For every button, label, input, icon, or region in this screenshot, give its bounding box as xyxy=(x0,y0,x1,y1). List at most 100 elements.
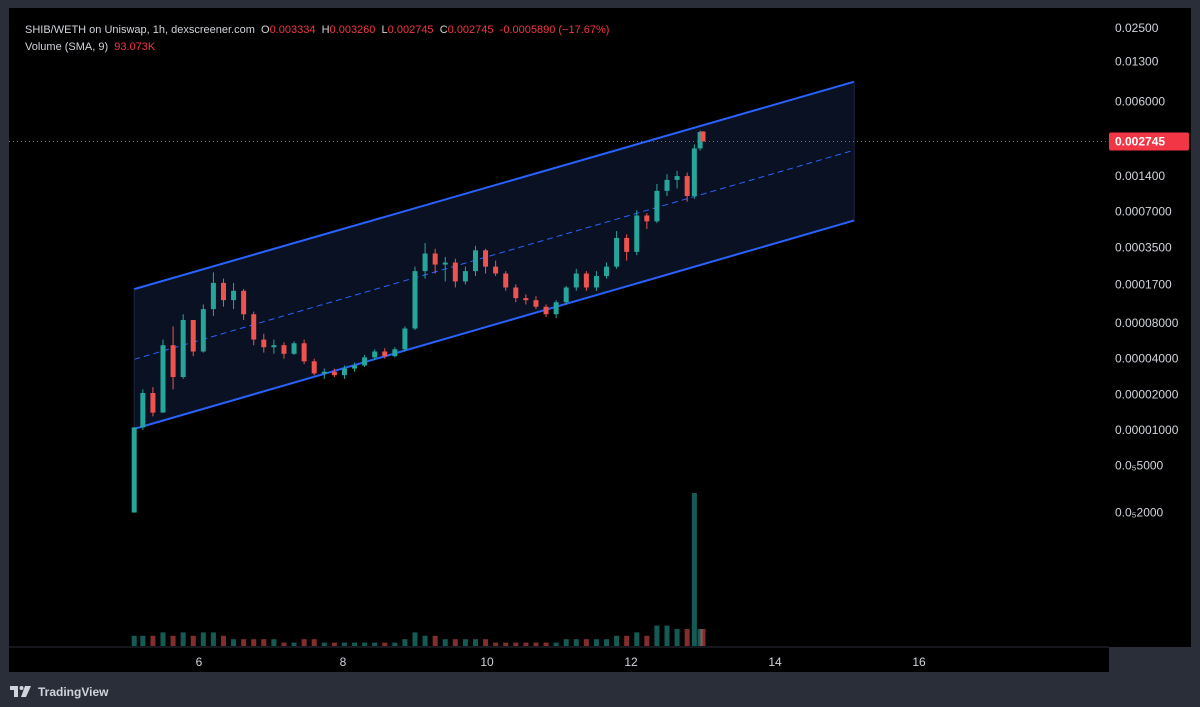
volume-bar xyxy=(352,642,358,646)
candle[interactable] xyxy=(442,256,448,282)
candle-body xyxy=(654,190,660,222)
candle[interactable] xyxy=(341,365,347,379)
candle[interactable] xyxy=(700,131,706,142)
candle[interactable] xyxy=(261,333,267,353)
volume-bar xyxy=(190,635,196,646)
candle-body xyxy=(311,361,317,374)
candle-body xyxy=(281,345,287,354)
candle[interactable] xyxy=(493,260,499,277)
candle[interactable] xyxy=(593,271,599,291)
candle-body xyxy=(352,365,358,369)
volume-bar xyxy=(644,635,650,646)
volume-bar xyxy=(382,642,388,646)
candle[interactable] xyxy=(634,210,640,256)
candle-body xyxy=(553,302,559,315)
price-chart[interactable]: 6 8 10 12 14 16 xyxy=(9,8,1109,672)
candle[interactable] xyxy=(513,284,519,303)
candle[interactable] xyxy=(462,266,468,285)
tradingview-branding[interactable]: TradingView xyxy=(10,684,108,700)
candle-body xyxy=(523,298,529,301)
candle[interactable] xyxy=(472,245,478,277)
candle[interactable] xyxy=(150,387,156,417)
volume-bar xyxy=(131,635,137,646)
chart-panel[interactable]: 6 8 10 12 14 16 SHIB/WETH on Uniswap, 1h, dex… xyxy=(9,8,1109,672)
price-tick-label: 0.0₅5000 xyxy=(1115,458,1164,472)
candle[interactable] xyxy=(382,348,388,359)
candle[interactable] xyxy=(160,339,166,413)
candle-body xyxy=(190,319,196,352)
price-axis-scale[interactable]: 0.11000.050000.025000.013000.0060000.001… xyxy=(1109,8,1191,647)
candle[interactable] xyxy=(362,354,368,368)
candle[interactable] xyxy=(281,342,287,359)
candle[interactable] xyxy=(503,271,509,291)
candle[interactable] xyxy=(422,243,428,279)
candle-body xyxy=(170,345,176,378)
candle[interactable] xyxy=(170,326,176,390)
candle[interactable] xyxy=(563,285,569,305)
candle[interactable] xyxy=(291,341,297,355)
last-price-badge[interactable]: 0.002745 xyxy=(1109,132,1189,151)
candle[interactable] xyxy=(231,282,237,310)
candle[interactable] xyxy=(412,266,418,330)
candle-body xyxy=(251,314,257,340)
volume-bar xyxy=(220,635,226,646)
candle[interactable] xyxy=(210,272,216,316)
candle[interactable] xyxy=(644,213,650,229)
candle[interactable] xyxy=(321,368,327,379)
candle[interactable] xyxy=(271,339,277,354)
candle[interactable] xyxy=(352,362,358,372)
candle[interactable] xyxy=(664,174,670,196)
candle[interactable] xyxy=(301,339,307,365)
candle[interactable] xyxy=(220,278,226,307)
price-tick-label: 0.0001700 xyxy=(1115,277,1172,291)
candle[interactable] xyxy=(674,170,680,189)
volume-bar xyxy=(372,642,378,646)
volume-bar xyxy=(432,635,438,646)
candle-body xyxy=(472,250,478,272)
candle[interactable] xyxy=(654,183,660,224)
price-tick-label: 0.0₅2000 xyxy=(1115,506,1164,520)
candle[interactable] xyxy=(311,358,317,376)
candle[interactable] xyxy=(140,389,146,430)
candle-body xyxy=(583,273,589,288)
volume-bar xyxy=(241,639,247,646)
candle[interactable] xyxy=(691,144,697,199)
candle[interactable] xyxy=(604,262,610,279)
change-value: -0.0005890 (−17.67%) xyxy=(499,24,610,36)
candle-body xyxy=(231,290,237,301)
candle[interactable] xyxy=(251,311,257,346)
candle[interactable] xyxy=(533,296,539,310)
candle[interactable] xyxy=(331,368,337,378)
candle[interactable] xyxy=(432,248,438,274)
channel-lower-line[interactable] xyxy=(133,219,855,430)
candle[interactable] xyxy=(543,304,549,318)
volume-label[interactable]: Volume (SMA, 9) xyxy=(25,41,109,53)
candle[interactable] xyxy=(624,234,630,261)
candle[interactable] xyxy=(523,294,529,305)
candle[interactable] xyxy=(684,172,690,202)
price-axis[interactable]: 0.11000.050000.025000.013000.0060000.001… xyxy=(1109,8,1191,647)
channel-upper-line[interactable] xyxy=(133,80,855,291)
price-tick-label: 0.02500 xyxy=(1115,21,1159,35)
candle[interactable] xyxy=(573,268,579,291)
channel-middle-line[interactable] xyxy=(134,149,855,360)
volume-bar xyxy=(533,642,539,646)
candle[interactable] xyxy=(241,289,247,320)
candle[interactable] xyxy=(200,304,206,353)
volume-bar xyxy=(452,639,458,646)
symbol-title[interactable]: SHIB/WETH on Uniswap, 1h, dexscreener.co… xyxy=(25,24,255,36)
candle[interactable] xyxy=(372,349,378,360)
low-value: 0.002745 xyxy=(387,24,434,36)
candle[interactable] xyxy=(392,347,398,358)
candle[interactable] xyxy=(583,271,589,291)
candle-body xyxy=(341,368,347,376)
candle[interactable] xyxy=(553,300,559,319)
candle[interactable] xyxy=(452,258,458,288)
candle[interactable] xyxy=(190,319,196,357)
candle[interactable] xyxy=(697,130,703,151)
candle[interactable] xyxy=(131,427,137,513)
candle[interactable] xyxy=(402,326,408,352)
candle[interactable] xyxy=(180,314,186,379)
candle[interactable] xyxy=(614,231,620,269)
candle[interactable] xyxy=(483,248,489,274)
